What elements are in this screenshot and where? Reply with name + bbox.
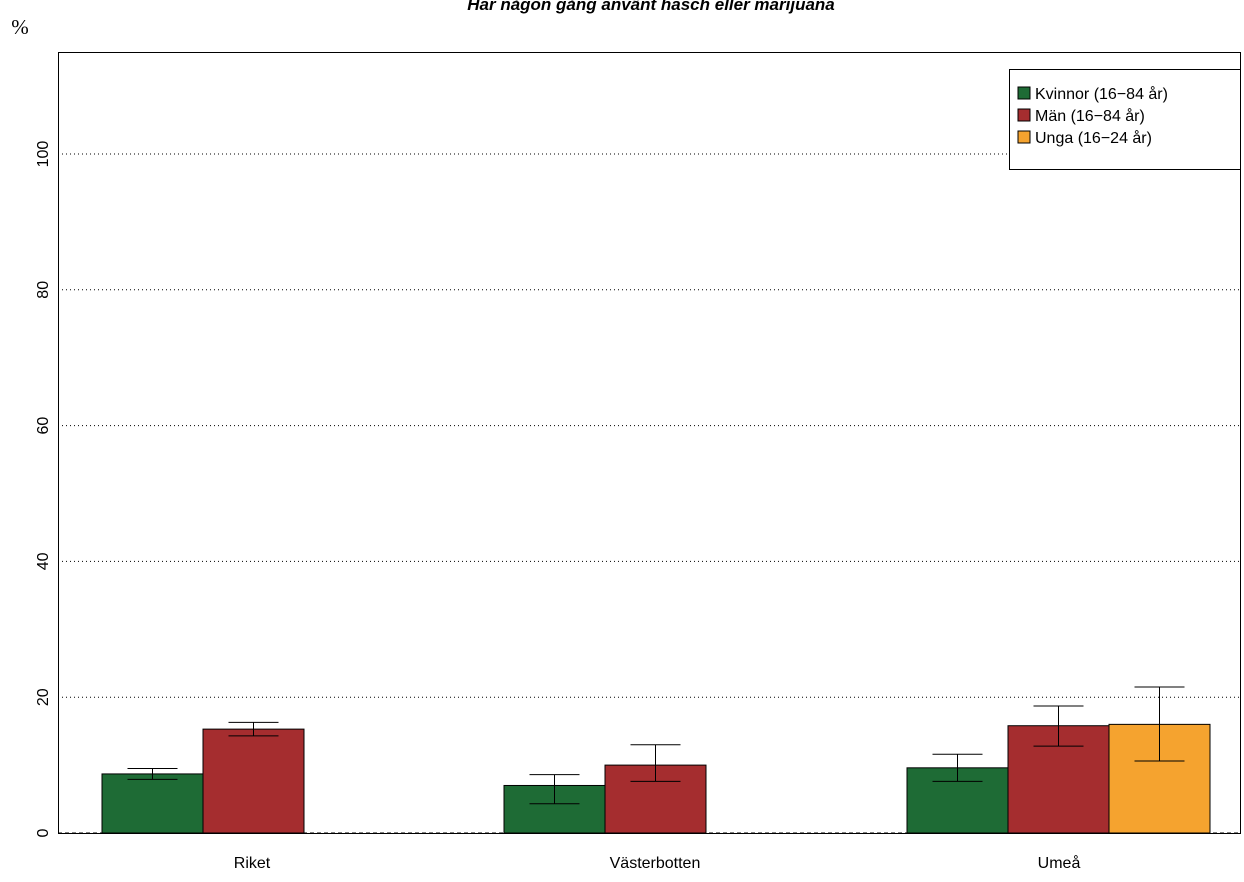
category-label: Umeå <box>1038 854 1081 872</box>
legend-swatch <box>1017 108 1031 122</box>
y-tick-label: 100 <box>35 141 52 168</box>
y-tick-label: 60 <box>35 417 52 435</box>
plot-frame <box>58 52 1241 834</box>
y-axis-ticks: 0 20 40 60 80 100 <box>35 141 52 838</box>
bar <box>202 728 305 834</box>
legend-box <box>1009 69 1241 170</box>
y-tick-label: 40 <box>35 552 52 570</box>
x-axis-categories: Riket Västerbotten Umeå <box>234 854 1081 872</box>
category-label: Västerbotten <box>610 855 701 872</box>
legend-swatch <box>1017 130 1031 144</box>
legend-swatch <box>1017 86 1031 100</box>
bar <box>101 773 204 834</box>
legend-entry: Kvinnor (16−84 år) <box>1035 85 1168 103</box>
chart-title: Har någon gång använt hasch eller mariju… <box>467 0 835 14</box>
error-bars <box>127 686 1185 805</box>
legend-entry: Unga (16−24 år) <box>1035 129 1152 147</box>
category-label: Riket <box>234 855 271 872</box>
legend-entry: Män (16−84 år) <box>1035 107 1145 125</box>
y-tick-label: 80 <box>35 281 52 299</box>
y-axis-unit-label: % <box>11 15 29 39</box>
legend: Kvinnor (16−84 år) Män (16−84 år) Unga (16… <box>1009 69 1241 170</box>
y-tick-label: 20 <box>35 688 52 706</box>
y-tick-label: 0 <box>35 828 52 837</box>
